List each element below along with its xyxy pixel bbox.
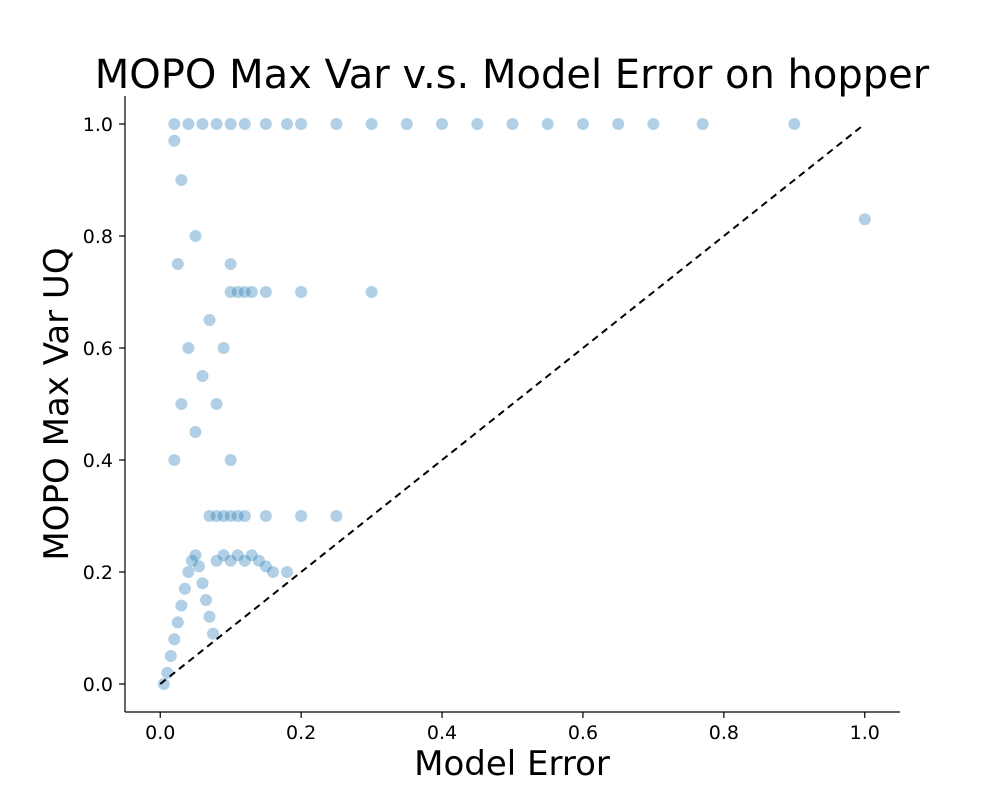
- scatter-point: [858, 213, 871, 226]
- scatter-point: [295, 510, 308, 522]
- scatter-point: [231, 549, 244, 562]
- scatter-point: [788, 118, 801, 130]
- scatter-point: [193, 560, 205, 573]
- y-tick-label: 0.8: [83, 226, 113, 248]
- scatter-point: [259, 560, 272, 573]
- scatter-point: [182, 566, 195, 578]
- scatter-point: [203, 314, 216, 326]
- scatter-point: [281, 118, 293, 130]
- scatter-point: [168, 454, 181, 466]
- scatter-point: [506, 118, 519, 130]
- scatter-point: [577, 118, 589, 130]
- scatter-point: [196, 577, 209, 590]
- y-tick-label: 0.0: [83, 674, 113, 696]
- scatter-point: [207, 627, 220, 640]
- y-axis-label: MOPO Max Var UQ: [37, 247, 77, 560]
- scatter-point: [168, 633, 181, 646]
- x-axis-ticks: 0.0 0.2 0.4 0.6 0.8 1.0: [145, 712, 880, 744]
- y-axis-ticks: 0.0 0.2 0.4 0.6 0.8 1.0: [83, 114, 125, 696]
- scatter-point: [161, 666, 174, 679]
- scatter-point: [224, 286, 237, 298]
- scatter-point: [196, 370, 209, 382]
- scatter-point: [541, 118, 554, 130]
- scatter-points: [157, 118, 871, 690]
- scatter-point: [238, 510, 251, 522]
- scatter-point: [436, 118, 448, 130]
- scatter-point: [171, 258, 184, 270]
- scatter-point: [189, 230, 202, 242]
- scatter-point: [171, 616, 184, 629]
- scatter-point: [217, 342, 230, 354]
- scatter-point: [210, 510, 223, 522]
- scatter-point: [189, 549, 202, 562]
- scatter-point: [210, 398, 223, 410]
- x-tick-label: 0.4: [427, 722, 457, 744]
- scatter-point: [203, 610, 216, 623]
- scatter-point: [157, 678, 170, 690]
- scatter-point: [238, 554, 251, 567]
- scatter-point: [210, 554, 223, 567]
- scatter-point: [175, 599, 188, 612]
- scatter-point: [164, 650, 177, 662]
- scatter-point: [203, 510, 216, 522]
- scatter-point: [217, 510, 230, 522]
- y-tick-label: 0.2: [83, 562, 113, 584]
- scatter-point: [267, 566, 279, 578]
- scatter-point: [185, 554, 198, 567]
- scatter-point: [231, 510, 244, 522]
- scatter-point: [200, 594, 212, 606]
- scatter-point: [210, 118, 223, 130]
- scatter-point: [175, 398, 188, 410]
- scatter-point: [224, 554, 237, 567]
- scatter-point: [189, 426, 202, 438]
- scatter-point: [182, 342, 195, 354]
- x-tick-label: 0.6: [568, 722, 598, 744]
- y-tick-label: 0.4: [83, 450, 113, 472]
- scatter-point: [245, 286, 258, 298]
- x-axis-label: Model Error: [414, 744, 610, 784]
- x-tick-label: 0.8: [709, 722, 739, 744]
- scatter-point: [295, 286, 308, 298]
- reference-diagonal-line: [159, 123, 866, 685]
- scatter-point: [168, 134, 181, 147]
- x-tick-label: 0.0: [145, 722, 175, 744]
- scatter-point: [224, 258, 237, 270]
- scatter-point: [259, 118, 272, 130]
- scatter-point: [252, 554, 265, 567]
- scatter-point: [224, 118, 237, 130]
- scatter-point: [281, 566, 293, 578]
- scatter-point: [365, 286, 378, 298]
- scatter-point: [238, 286, 251, 298]
- scatter-point: [178, 582, 191, 595]
- scatter-point: [330, 118, 343, 130]
- scatter-point: [295, 118, 308, 130]
- scatter-point: [245, 549, 258, 562]
- chart-title: MOPO Max Var v.s. Model Error on hopper: [95, 52, 930, 98]
- scatter-point: [330, 510, 343, 522]
- scatter-point: [224, 454, 237, 466]
- scatter-point: [217, 549, 230, 562]
- scatter-point: [696, 118, 709, 130]
- scatter-point: [259, 286, 272, 298]
- scatter-point: [224, 510, 237, 522]
- y-tick-label: 0.6: [83, 338, 113, 360]
- scatter-point: [175, 174, 188, 186]
- scatter-point: [612, 118, 625, 130]
- scatter-point: [647, 118, 660, 130]
- x-tick-label: 0.2: [286, 722, 316, 744]
- scatter-point: [400, 118, 413, 130]
- scatter-point: [168, 118, 181, 130]
- scatter-point: [196, 118, 209, 130]
- scatter-point: [182, 118, 195, 130]
- y-tick-label: 1.0: [83, 114, 113, 136]
- scatter-point: [471, 118, 484, 130]
- scatter-point: [231, 286, 244, 298]
- scatter-point: [238, 118, 251, 130]
- scatter-point: [259, 510, 272, 522]
- x-tick-label: 1.0: [850, 722, 880, 744]
- scatter-point: [365, 118, 378, 130]
